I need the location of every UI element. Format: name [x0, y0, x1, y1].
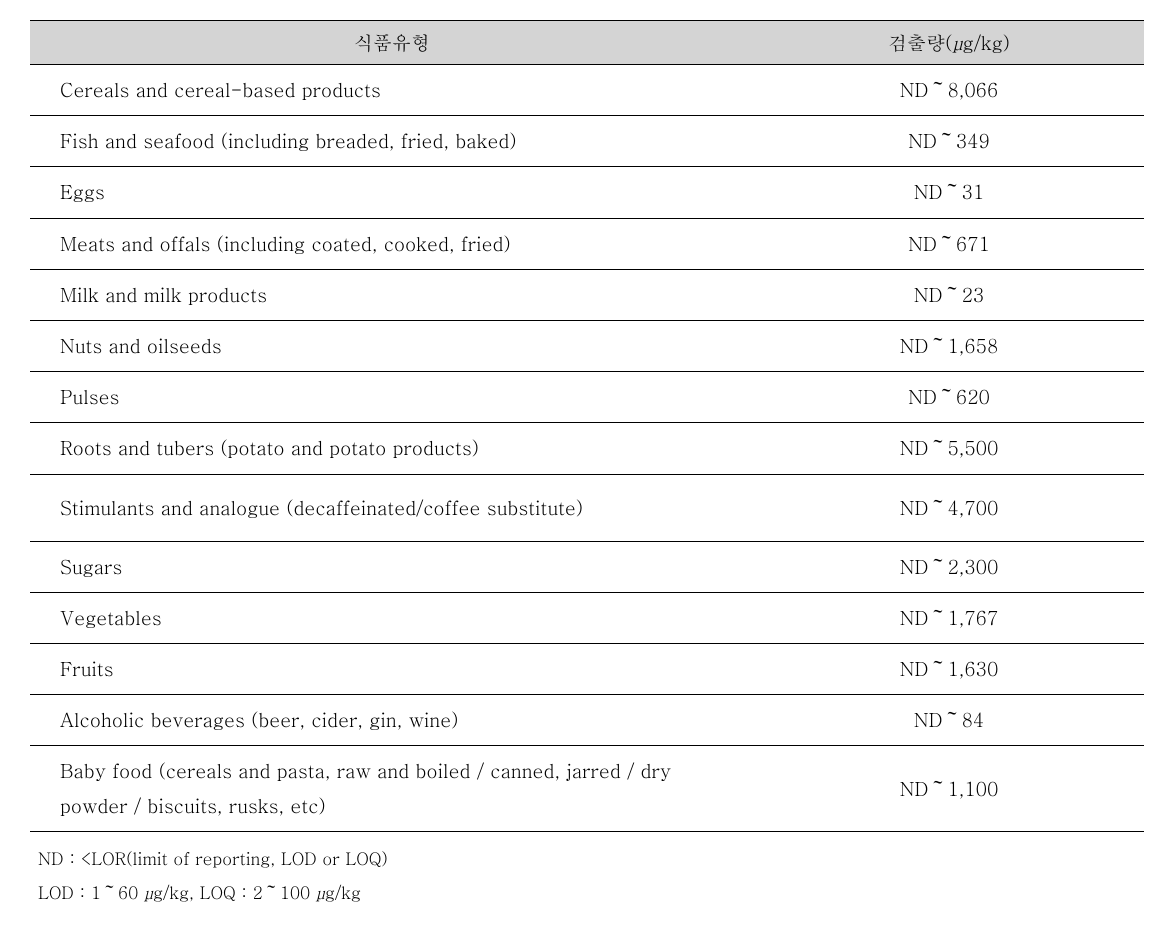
footnote2-mu1: μ — [144, 880, 153, 904]
table-row: Fish and seafood (including breaded, fri… — [30, 116, 1144, 167]
table-header-row: 식품유형 검출량(μg/kg) — [30, 21, 1144, 65]
cell-food-type: Milk and milk products — [30, 269, 754, 320]
table-row: VegetablesND～1,767 — [30, 592, 1144, 643]
footnote2-mu2: μ — [316, 880, 325, 904]
table-row: Alcoholic beverages (beer, cider, gin, w… — [30, 695, 1144, 746]
cell-food-type: Pulses — [30, 372, 754, 423]
cell-food-type: Meats and offals (including coated, cook… — [30, 218, 754, 269]
cell-food-type: Baby food (cereals and pasta, raw and bo… — [30, 746, 754, 831]
cell-food-type: Stimulants and analogue (decaffeinated/c… — [30, 474, 754, 541]
cell-value: ND～84 — [754, 695, 1144, 746]
cell-value: ND～31 — [754, 167, 1144, 218]
cell-value: ND～1,658 — [754, 320, 1144, 371]
cell-food-type: Sugars — [30, 541, 754, 592]
header-col2-mu: μ — [952, 29, 962, 56]
cell-food-type: Cereals and cereal-based products — [30, 65, 754, 116]
cell-value: ND～4,700 — [754, 474, 1144, 541]
cell-food-type: Vegetables — [30, 592, 754, 643]
table-row: Roots and tubers (potato and potato prod… — [30, 423, 1144, 474]
cell-food-type: Eggs — [30, 167, 754, 218]
header-food-type: 식품유형 — [30, 21, 754, 65]
footnote-line-1: ND : <LOR(limit of reporting, LOD or LOQ… — [38, 842, 1144, 874]
cell-value: ND～620 — [754, 372, 1144, 423]
cell-food-type: Alcoholic beverages (beer, cider, gin, w… — [30, 695, 754, 746]
table-row: Nuts and oilseedsND～1,658 — [30, 320, 1144, 371]
cell-value: ND～349 — [754, 116, 1144, 167]
detection-table: 식품유형 검출량(μg/kg) Cereals and cereal-based… — [30, 20, 1144, 832]
cell-value: ND～23 — [754, 269, 1144, 320]
cell-food-type: Nuts and oilseeds — [30, 320, 754, 371]
footnote2-prefix: LOD : 1～60 — [38, 880, 144, 904]
cell-value: ND～1,100 — [754, 746, 1144, 831]
cell-value: ND～5,500 — [754, 423, 1144, 474]
header-detection: 검출량(μg/kg) — [754, 21, 1144, 65]
table-row: Meats and offals (including coated, cook… — [30, 218, 1144, 269]
footnotes: ND : <LOR(limit of reporting, LOD or LOQ… — [30, 842, 1144, 909]
cell-value: ND～671 — [754, 218, 1144, 269]
cell-food-type: Roots and tubers (potato and potato prod… — [30, 423, 754, 474]
footnote2-mid: g/kg, LOQ : 2～100 — [153, 880, 316, 904]
table-row: Stimulants and analogue (decaffeinated/c… — [30, 474, 1144, 541]
table-row: SugarsND～2,300 — [30, 541, 1144, 592]
cell-value: ND～1,767 — [754, 592, 1144, 643]
table-row: PulsesND～620 — [30, 372, 1144, 423]
cell-value: ND～8,066 — [754, 65, 1144, 116]
cell-food-type: Fruits — [30, 644, 754, 695]
footnote2-suffix: g/kg — [325, 880, 361, 904]
cell-food-type: Fish and seafood (including breaded, fri… — [30, 116, 754, 167]
footnote-line-2: LOD : 1～60 μg/kg, LOQ : 2～100 μg/kg — [38, 876, 1144, 908]
cell-value: ND～1,630 — [754, 644, 1144, 695]
header-col2-suffix: g/kg) — [963, 29, 1010, 56]
table-row: Milk and milk productsND～23 — [30, 269, 1144, 320]
table-row: EggsND～31 — [30, 167, 1144, 218]
table-row: Cereals and cereal-based productsND～8,06… — [30, 65, 1144, 116]
table-body: Cereals and cereal-based productsND～8,06… — [30, 65, 1144, 832]
table-row: Baby food (cereals and pasta, raw and bo… — [30, 746, 1144, 831]
header-col2-prefix: 검출량( — [888, 29, 952, 56]
table-row: FruitsND～1,630 — [30, 644, 1144, 695]
cell-value: ND～2,300 — [754, 541, 1144, 592]
